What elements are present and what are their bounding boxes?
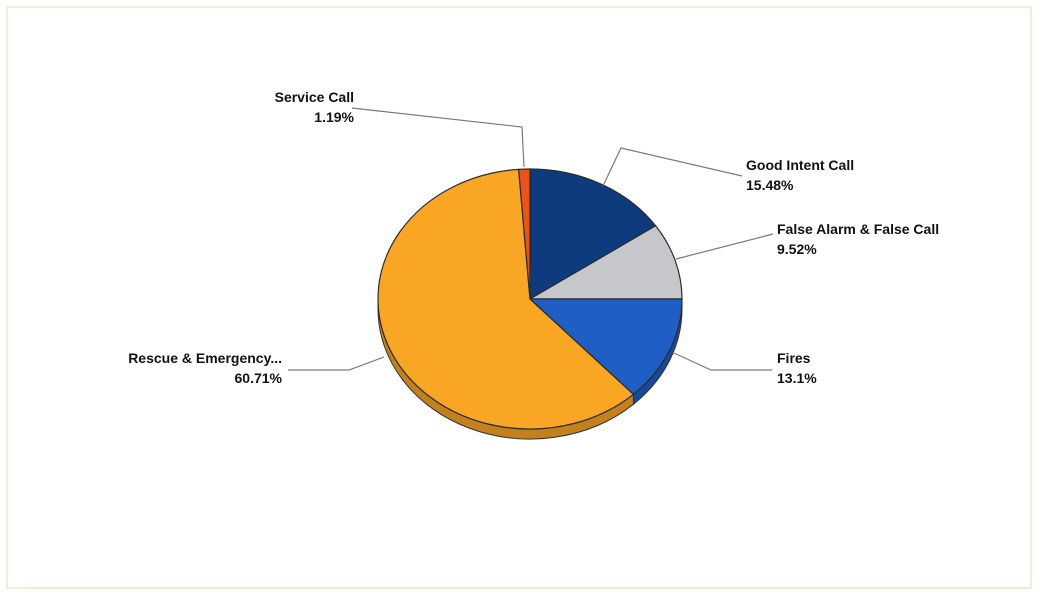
pie-slice-false-alarm-false-call[interactable] (529, 225, 683, 300)
pie-slice-good-intent-call[interactable] (529, 168, 657, 300)
slice-value-fires: 13.1% (777, 370, 817, 386)
leader-line-fires (673, 352, 772, 371)
leader-lines (288, 107, 774, 371)
leader-line-false-alarm (675, 233, 774, 260)
leader-line-good-intent (602, 147, 743, 187)
pie-slice-fires[interactable] (529, 298, 683, 395)
pie-slices (377, 168, 683, 430)
slice-label-good-intent: Good Intent Call (746, 157, 854, 173)
slice-label-rescue: Rescue & Emergency... (128, 350, 282, 366)
pie-slice-service-call[interactable] (518, 168, 531, 300)
slice-label-fires: Fires (777, 350, 811, 366)
leader-line-rescue (288, 356, 385, 371)
slice-value-service-call: 1.19% (314, 109, 354, 125)
data-labels: Service Call 1.19% Good Intent Call 15.4… (128, 89, 939, 386)
slice-value-false-alarm: 9.52% (777, 241, 817, 257)
slice-value-rescue: 60.71% (235, 370, 283, 386)
slice-label-false-alarm: False Alarm & False Call (777, 221, 939, 237)
slice-value-good-intent: 15.48% (746, 177, 794, 193)
pie-slice-rescue-emergency[interactable] (377, 168, 634, 430)
leader-line-service-call (351, 107, 525, 168)
slice-label-service-call: Service Call (275, 89, 354, 105)
